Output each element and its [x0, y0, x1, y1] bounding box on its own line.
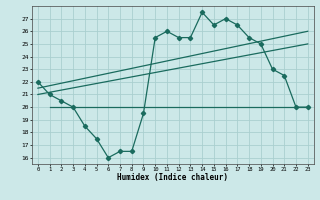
- X-axis label: Humidex (Indice chaleur): Humidex (Indice chaleur): [117, 173, 228, 182]
